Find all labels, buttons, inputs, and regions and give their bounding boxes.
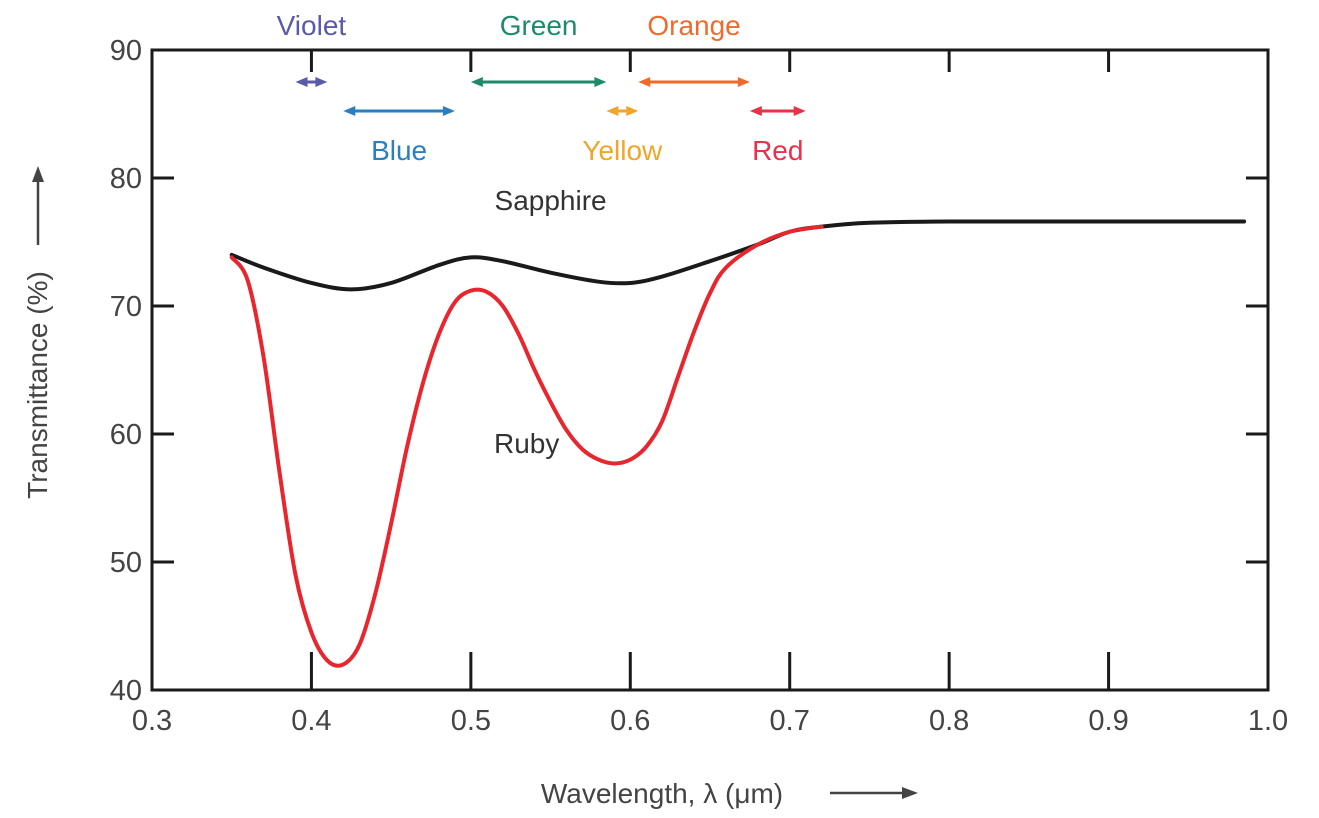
band-label-red: Red xyxy=(752,135,803,166)
x-tick-label: 0.5 xyxy=(451,705,491,737)
x-tick-label: 0.7 xyxy=(770,705,810,737)
y-axis-ticks: 40 50 60 70 80 90 xyxy=(110,35,1268,707)
band-arrow-head-right xyxy=(737,77,750,87)
curve-labels-layer: Sapphire Ruby xyxy=(494,185,607,459)
color-bands-layer: Violet Blue Green Yellow Orange Red xyxy=(277,10,806,166)
band-arrow-head-right xyxy=(442,106,455,116)
series-label-ruby: Ruby xyxy=(494,428,559,459)
band-green: Green xyxy=(470,10,607,87)
x-tick-label: 0.3 xyxy=(132,705,172,737)
band-arrow-head-right xyxy=(594,77,607,87)
band-yellow: Yellow xyxy=(582,106,663,166)
series-line-sapphire xyxy=(229,219,1247,292)
band-arrow-head-left xyxy=(343,106,356,116)
y-axis-arrow xyxy=(32,166,44,245)
band-arrow-head-right xyxy=(315,77,328,87)
y-tick-label: 80 xyxy=(110,163,142,195)
band-arrow-head-right xyxy=(626,106,639,116)
y-tick-label: 40 xyxy=(110,675,142,707)
band-arrow-head-left xyxy=(638,77,651,87)
y-tick-label: 60 xyxy=(110,419,142,451)
x-tick-label: 0.8 xyxy=(929,705,969,737)
series-layer xyxy=(229,219,1247,668)
band-blue: Blue xyxy=(343,106,455,166)
x-axis-label: Wavelength, λ (μm) xyxy=(541,778,783,809)
y-axis-label: Transmittance (%) xyxy=(22,271,53,499)
band-arrow-head-right xyxy=(793,106,806,116)
y-tick-label: 90 xyxy=(110,35,142,67)
series-label-sapphire: Sapphire xyxy=(495,185,607,216)
band-red: Red xyxy=(749,106,806,166)
series-line-ruby xyxy=(229,224,824,668)
band-label-blue: Blue xyxy=(371,135,427,166)
band-label-green: Green xyxy=(500,10,578,41)
y-tick-label: 50 xyxy=(110,547,142,579)
x-axis-arrow xyxy=(830,787,918,799)
x-axis-ticks: 0.3 0.4 0.5 0.6 0.7 0.8 0.9 1.0 xyxy=(132,50,1288,737)
x-tick-label: 0.9 xyxy=(1088,705,1128,737)
band-arrow-head-left xyxy=(606,106,619,116)
x-tick-label: 0.6 xyxy=(610,705,650,737)
band-arrow-head-left xyxy=(295,77,308,87)
y-tick-label: 70 xyxy=(110,291,142,323)
band-violet: Violet xyxy=(277,10,347,87)
plot-frame xyxy=(150,48,1270,692)
band-arrow-head-left xyxy=(749,106,762,116)
band-label-violet: Violet xyxy=(277,10,347,41)
x-tick-label: 1.0 xyxy=(1248,705,1288,737)
band-arrow-head-left xyxy=(470,77,483,87)
band-label-orange: Orange xyxy=(647,10,740,41)
band-orange: Orange xyxy=(638,10,750,87)
band-label-yellow: Yellow xyxy=(582,135,663,166)
x-tick-label: 0.4 xyxy=(291,705,331,737)
